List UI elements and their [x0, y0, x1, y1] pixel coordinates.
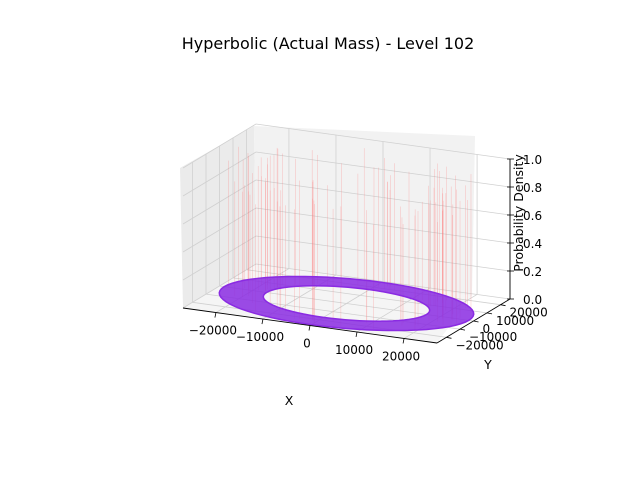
density-stems [228, 146, 472, 330]
side-grid-z [182, 235, 257, 281]
y-tick-mark [446, 336, 452, 339]
z-tick-label: 0.6 [523, 209, 542, 223]
x-tick-mark [261, 318, 264, 325]
z-tick-label: 1.0 [523, 153, 542, 167]
y-tick-label: −20000 [455, 338, 503, 352]
side-grid-z [182, 179, 257, 225]
z-tick-label: 0.4 [523, 237, 542, 251]
y-tick-mark [486, 312, 493, 315]
x-tick-mark [355, 331, 358, 338]
y-axis-label: Y [483, 357, 492, 372]
z-tick-label: 0.2 [523, 265, 542, 279]
side-grid-z [182, 123, 257, 169]
back-grid-z [255, 235, 511, 272]
y-tick-mark [459, 328, 466, 331]
back-grid-z [255, 179, 511, 216]
ring-surface [218, 275, 475, 332]
back-grid-z [255, 123, 511, 160]
x-axis-label: X [285, 393, 294, 408]
back-grid-z [255, 207, 511, 244]
x-tick-label: 0 [303, 337, 311, 351]
side-grid-z [182, 263, 257, 309]
y-tick-mark [500, 304, 506, 307]
side-grid-z [182, 207, 257, 253]
x-tick-label: −20000 [189, 324, 237, 338]
mass-ring [218, 275, 475, 332]
y-tick-label: 10000 [496, 314, 534, 328]
chart-title: Hyperbolic (Actual Mass) - Level 102 [182, 34, 475, 53]
x-tick-label: −10000 [236, 330, 284, 344]
y-tick-label: 20000 [510, 306, 548, 320]
x-tick-mark [402, 338, 405, 344]
y-tick-mark [473, 320, 479, 323]
z-axis-label: Probability Density [511, 154, 526, 272]
x-tick-mark [214, 312, 217, 318]
y-tick-label: 0 [483, 322, 491, 336]
x-tick-label: 10000 [335, 343, 373, 357]
z-tick-label: 0.0 [523, 293, 542, 307]
back-grid-z [255, 263, 511, 300]
x-tick-labels: −20000−10000 0 10000 20000 [189, 312, 420, 363]
x-tick-label: 20000 [382, 349, 420, 363]
back-right-pane [254, 126, 475, 296]
side-grid-z [182, 151, 257, 197]
z-tick-labels: 0.0 0.2 0.4 0.6 0.8 1.0 [507, 153, 542, 307]
back-grid-z [255, 151, 511, 188]
y-tick-label: −10000 [469, 330, 517, 344]
back-left-pane [180, 126, 256, 308]
z-tick-label: 0.8 [523, 181, 542, 195]
x-tick-mark [308, 325, 311, 331]
